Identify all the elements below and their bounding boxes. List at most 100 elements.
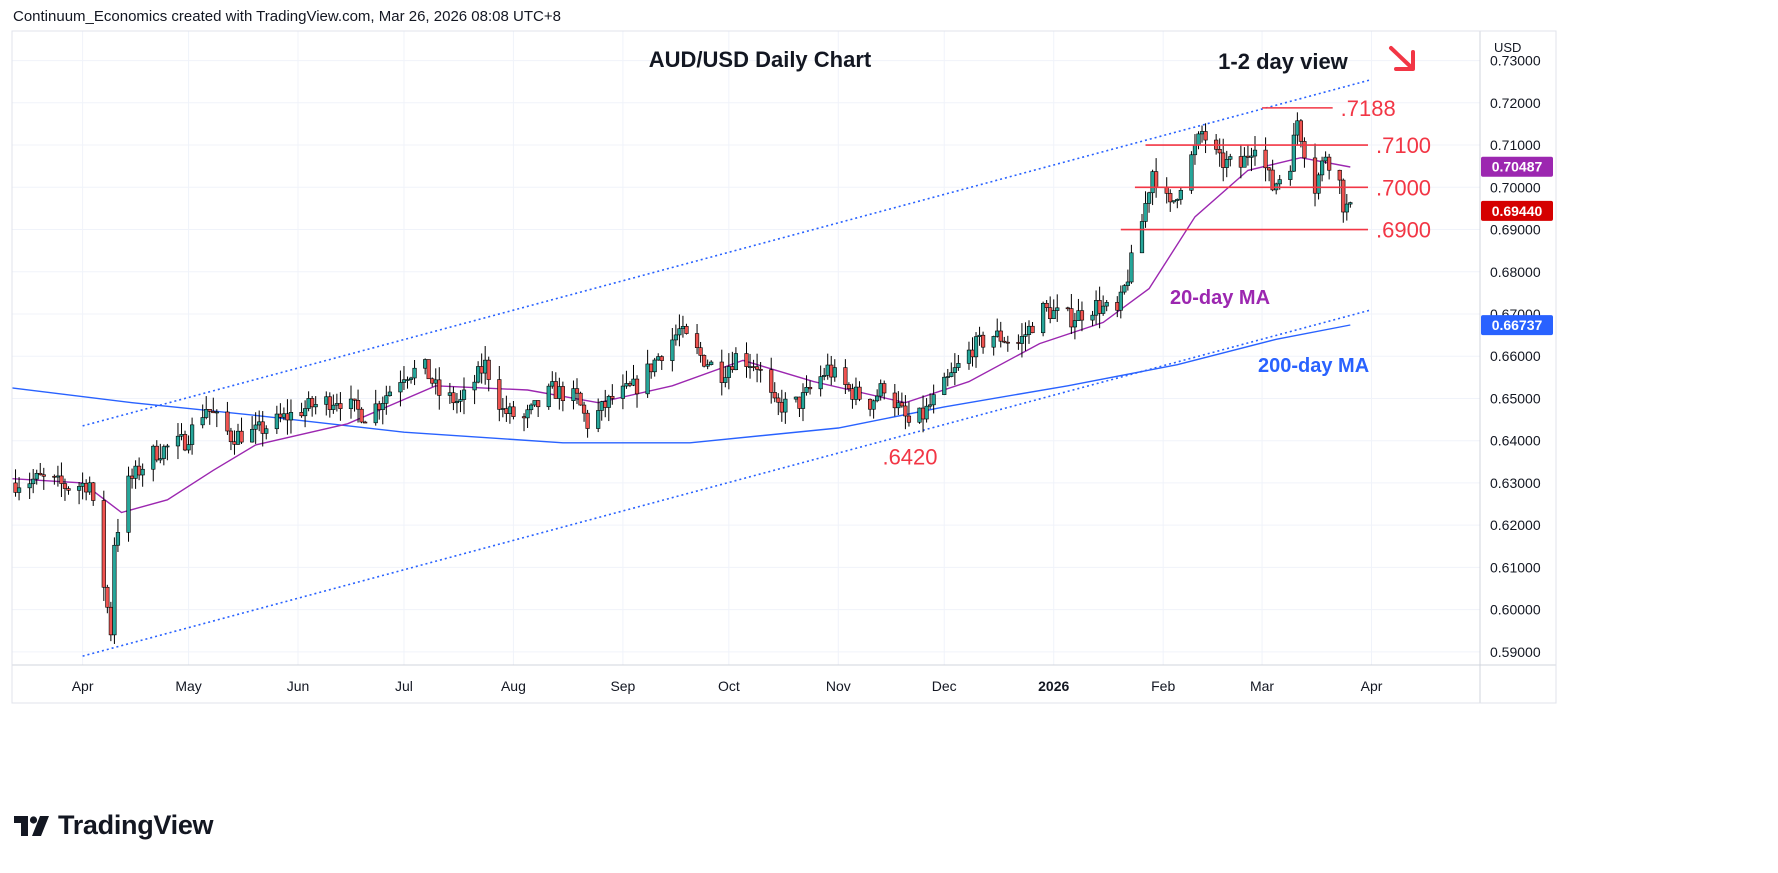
- candle-body: [747, 366, 753, 368]
- candle-body: [38, 472, 43, 476]
- y-tick-label: 0.70000: [1490, 179, 1541, 195]
- x-tick-label: Mar: [1250, 678, 1274, 694]
- candle-body: [260, 421, 265, 434]
- candle-body: [126, 475, 131, 533]
- candle-body: [980, 334, 986, 348]
- time-axis[interactable]: Apr May Jun Jul Aug Sep Oct Nov Dec 2026 Feb Mar Apr: [72, 678, 1383, 694]
- candle-body: [525, 409, 530, 419]
- arrow-shaft: [1389, 46, 1413, 69]
- candle-body: [31, 478, 36, 485]
- y-tick-label: 0.63000: [1490, 475, 1541, 491]
- candle-body: [634, 378, 640, 395]
- candle-body: [956, 363, 961, 368]
- candle-body: [917, 407, 922, 423]
- candle-body: [1139, 221, 1145, 254]
- candle-body: [359, 408, 364, 423]
- arrow-head: [1394, 50, 1415, 71]
- ma20-path: [11, 156, 1351, 514]
- candle-body: [91, 482, 96, 501]
- candle-body: [581, 404, 587, 414]
- candle-body: [115, 532, 121, 546]
- candle-body: [578, 392, 583, 406]
- candle-body: [84, 482, 89, 493]
- candle-body: [758, 369, 763, 371]
- candle-body: [1122, 285, 1127, 293]
- tradingview-logo[interactable]: TradingView: [14, 810, 214, 841]
- candle-body: [751, 366, 756, 368]
- candle-body: [52, 475, 57, 478]
- candle-body: [698, 347, 703, 356]
- candle-body: [1323, 156, 1328, 162]
- candle-body: [585, 412, 590, 429]
- candle-body: [733, 353, 739, 371]
- candle-body: [408, 377, 414, 380]
- candle-body: [327, 396, 332, 410]
- candle-body: [726, 366, 731, 378]
- candle-body: [66, 488, 71, 491]
- candle-body: [1302, 141, 1307, 159]
- candle-body: [899, 402, 904, 407]
- candle-body: [334, 403, 339, 406]
- candle-body: [1079, 310, 1085, 321]
- tradingview-logo-icon: [14, 815, 49, 836]
- candle-body: [882, 383, 887, 394]
- candle-body: [433, 379, 438, 384]
- candle-body: [398, 382, 403, 393]
- candle-body: [200, 417, 205, 426]
- x-tick-label: Sep: [610, 678, 635, 694]
- candle-body: [1228, 156, 1233, 160]
- candle-body: [225, 411, 230, 432]
- candle-body: [924, 405, 929, 420]
- candle-body: [754, 366, 760, 370]
- candle-body: [161, 446, 166, 459]
- candle-body: [426, 359, 431, 380]
- candle-body: [154, 445, 159, 461]
- candle-body: [41, 474, 46, 477]
- candle-body: [705, 364, 710, 367]
- candle-body: [998, 330, 1003, 342]
- y-tick-label: 0.59000: [1490, 644, 1541, 660]
- candle-body: [1129, 252, 1134, 283]
- candle-body: [1344, 203, 1349, 213]
- candle-body: [991, 336, 996, 348]
- candle-body: [744, 353, 749, 367]
- candle-body: [800, 392, 806, 409]
- candle-body: [1242, 155, 1247, 168]
- candle-body: [1048, 307, 1053, 319]
- y-tick-label: 0.64000: [1490, 433, 1541, 449]
- candle-body: [1093, 300, 1099, 316]
- candle-body: [596, 410, 601, 429]
- y-tick-label: 0.66000: [1490, 348, 1541, 364]
- y-tick-label: 0.73000: [1490, 53, 1541, 69]
- candle-body: [1217, 149, 1222, 154]
- chart-attribution: Continuum_Economics created with Trading…: [13, 8, 561, 25]
- candle-body: [631, 378, 636, 386]
- candle-body: [673, 334, 678, 341]
- candle-body: [1150, 171, 1155, 194]
- candle-body: [204, 409, 209, 418]
- price-badge-ma200: [1481, 315, 1553, 336]
- candle-body: [363, 421, 368, 424]
- candle-body: [1245, 155, 1251, 158]
- candle-body: [1143, 203, 1148, 222]
- candle-body: [151, 445, 156, 470]
- candle-body: [772, 392, 777, 399]
- candle-body: [832, 367, 837, 378]
- candle-body: [949, 372, 954, 377]
- candle-body: [16, 487, 22, 493]
- candle-body: [1026, 325, 1032, 335]
- candle-body: [620, 385, 626, 399]
- price-badge-last: [1481, 200, 1553, 221]
- candle-body: [973, 336, 979, 358]
- candle-body: [504, 408, 509, 414]
- candle-body: [214, 411, 219, 414]
- candle-body: [175, 435, 181, 447]
- y-tick-label: 0.68000: [1490, 264, 1541, 280]
- candle-body: [1189, 154, 1194, 191]
- candle-body: [228, 430, 234, 443]
- candle-body: [355, 399, 361, 410]
- level-label: .7000: [1376, 175, 1431, 200]
- candle-body: [822, 375, 827, 377]
